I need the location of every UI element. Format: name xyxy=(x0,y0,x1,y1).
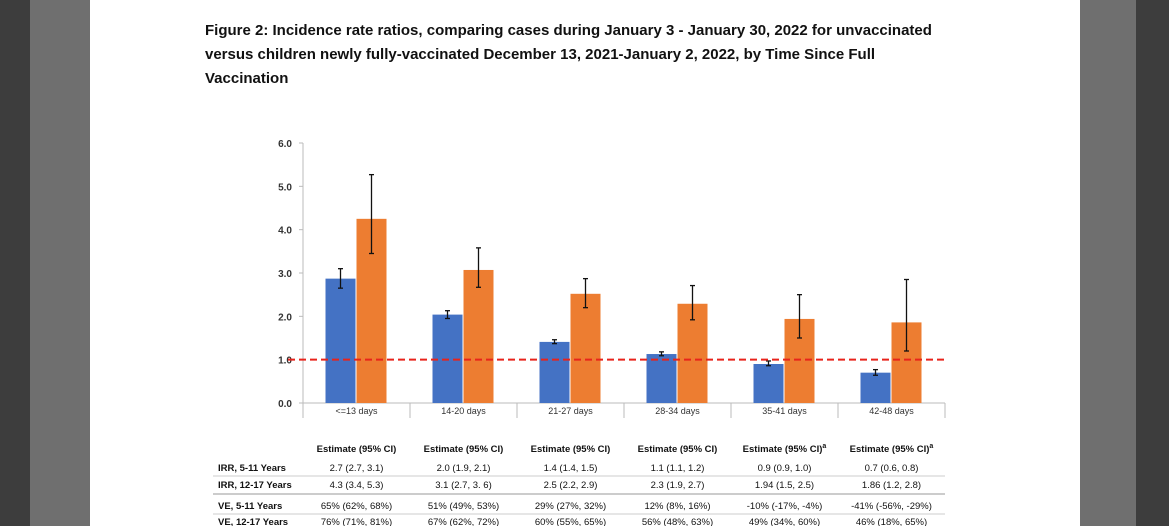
table-cell: 1.86 (1.2, 2.8) xyxy=(862,480,921,491)
y-tick-label: 4.0 xyxy=(278,226,292,237)
header-text: Estimate (95% CI) xyxy=(743,444,823,455)
row-label: VE, 12-17 Years xyxy=(218,517,288,526)
table-cell: -10% (-17%, -4%) xyxy=(747,501,823,512)
table-cell: 1.4 (1.4, 1.5) xyxy=(544,463,598,474)
x-tick-label: 35-41 days xyxy=(762,406,807,416)
table-cell: 0.9 (0.9, 1.0) xyxy=(758,463,812,474)
x-tick-label: 14-20 days xyxy=(441,406,486,416)
table-cell: 60% (55%, 65%) xyxy=(535,517,606,526)
header-text: Estimate (95% CI) xyxy=(638,444,718,455)
chart-title: Vaccination xyxy=(205,70,288,87)
header-text: Estimate (95% CI) xyxy=(850,444,930,455)
row-label: VE, 5-11 Years xyxy=(218,501,282,512)
header-note: a xyxy=(822,443,826,450)
table-cell: 12% (8%, 16%) xyxy=(644,501,710,512)
bar xyxy=(570,293,601,403)
table-cell: 46% (18%, 65%) xyxy=(856,517,927,526)
left-frame xyxy=(0,0,30,526)
bar xyxy=(860,372,891,403)
bar xyxy=(753,364,784,403)
x-tick-label: <=13 days xyxy=(335,406,378,416)
table-cell: -41% (-56%, -29%) xyxy=(851,501,932,512)
bar xyxy=(325,278,356,403)
column-header: Estimate (95% CI) xyxy=(317,444,397,455)
header-text: Estimate (95% CI) xyxy=(531,444,611,455)
table-cell: 4.3 (3.4, 5.3) xyxy=(330,480,384,491)
row-label: IRR, 12-17 Years xyxy=(218,480,292,491)
column-header: Estimate (95% CI)a xyxy=(743,443,827,455)
header-text: Estimate (95% CI) xyxy=(424,444,504,455)
bar xyxy=(646,354,677,403)
column-header: Estimate (95% CI)a xyxy=(850,443,934,455)
header-text: Estimate (95% CI) xyxy=(317,444,397,455)
table-cell: 3.1 (2.7, 3. 6) xyxy=(435,480,492,491)
bar xyxy=(539,341,570,403)
table-cell: 1.1 (1.1, 1.2) xyxy=(651,463,705,474)
chart-title: versus children newly fully-vaccinated D… xyxy=(205,46,875,63)
chart-title: Figure 2: Incidence rate ratios, compari… xyxy=(205,22,932,39)
table-cell: 2.7 (2.7, 3.1) xyxy=(330,463,384,474)
right-margin xyxy=(1080,0,1136,526)
bar xyxy=(463,269,494,403)
figure: Figure 2: Incidence rate ratios, compari… xyxy=(205,22,946,526)
table-cell: 56% (48%, 63%) xyxy=(642,517,713,526)
table-cell: 67% (62%, 72%) xyxy=(428,517,499,526)
table-cell: 0.7 (0.6, 0.8) xyxy=(865,463,919,474)
y-tick-label: 5.0 xyxy=(278,182,292,193)
table-cell: 2.5 (2.2, 2.9) xyxy=(544,480,598,491)
table-cell: 49% (34%, 60%) xyxy=(749,517,820,526)
x-tick-label: 28-34 days xyxy=(655,406,700,416)
table-cell: 76% (71%, 81%) xyxy=(321,517,392,526)
header-note: a xyxy=(929,443,933,450)
y-tick-label: 3.0 xyxy=(278,269,292,280)
y-tick-label: 2.0 xyxy=(278,312,292,323)
column-header: Estimate (95% CI) xyxy=(638,444,718,455)
table-cell: 51% (49%, 53%) xyxy=(428,501,499,512)
table-cell: 2.0 (1.9, 2.1) xyxy=(437,463,491,474)
x-tick-label: 42-48 days xyxy=(869,406,914,416)
y-tick-label: 0.0 xyxy=(278,399,292,410)
left-margin xyxy=(30,0,90,526)
table-cell: 65% (62%, 68%) xyxy=(321,501,392,512)
table-cell: 29% (27%, 32%) xyxy=(535,501,606,512)
x-tick-label: 21-27 days xyxy=(548,406,593,416)
column-header: Estimate (95% CI) xyxy=(424,444,504,455)
y-tick-label: 1.0 xyxy=(278,356,292,367)
column-header: Estimate (95% CI) xyxy=(531,444,611,455)
y-tick-label: 6.0 xyxy=(278,139,292,150)
table-cell: 1.94 (1.5, 2.5) xyxy=(755,480,814,491)
table-cell: 2.3 (1.9, 2.7) xyxy=(651,480,705,491)
right-frame xyxy=(1136,0,1169,526)
row-label: IRR, 5-11 Years xyxy=(218,463,286,474)
